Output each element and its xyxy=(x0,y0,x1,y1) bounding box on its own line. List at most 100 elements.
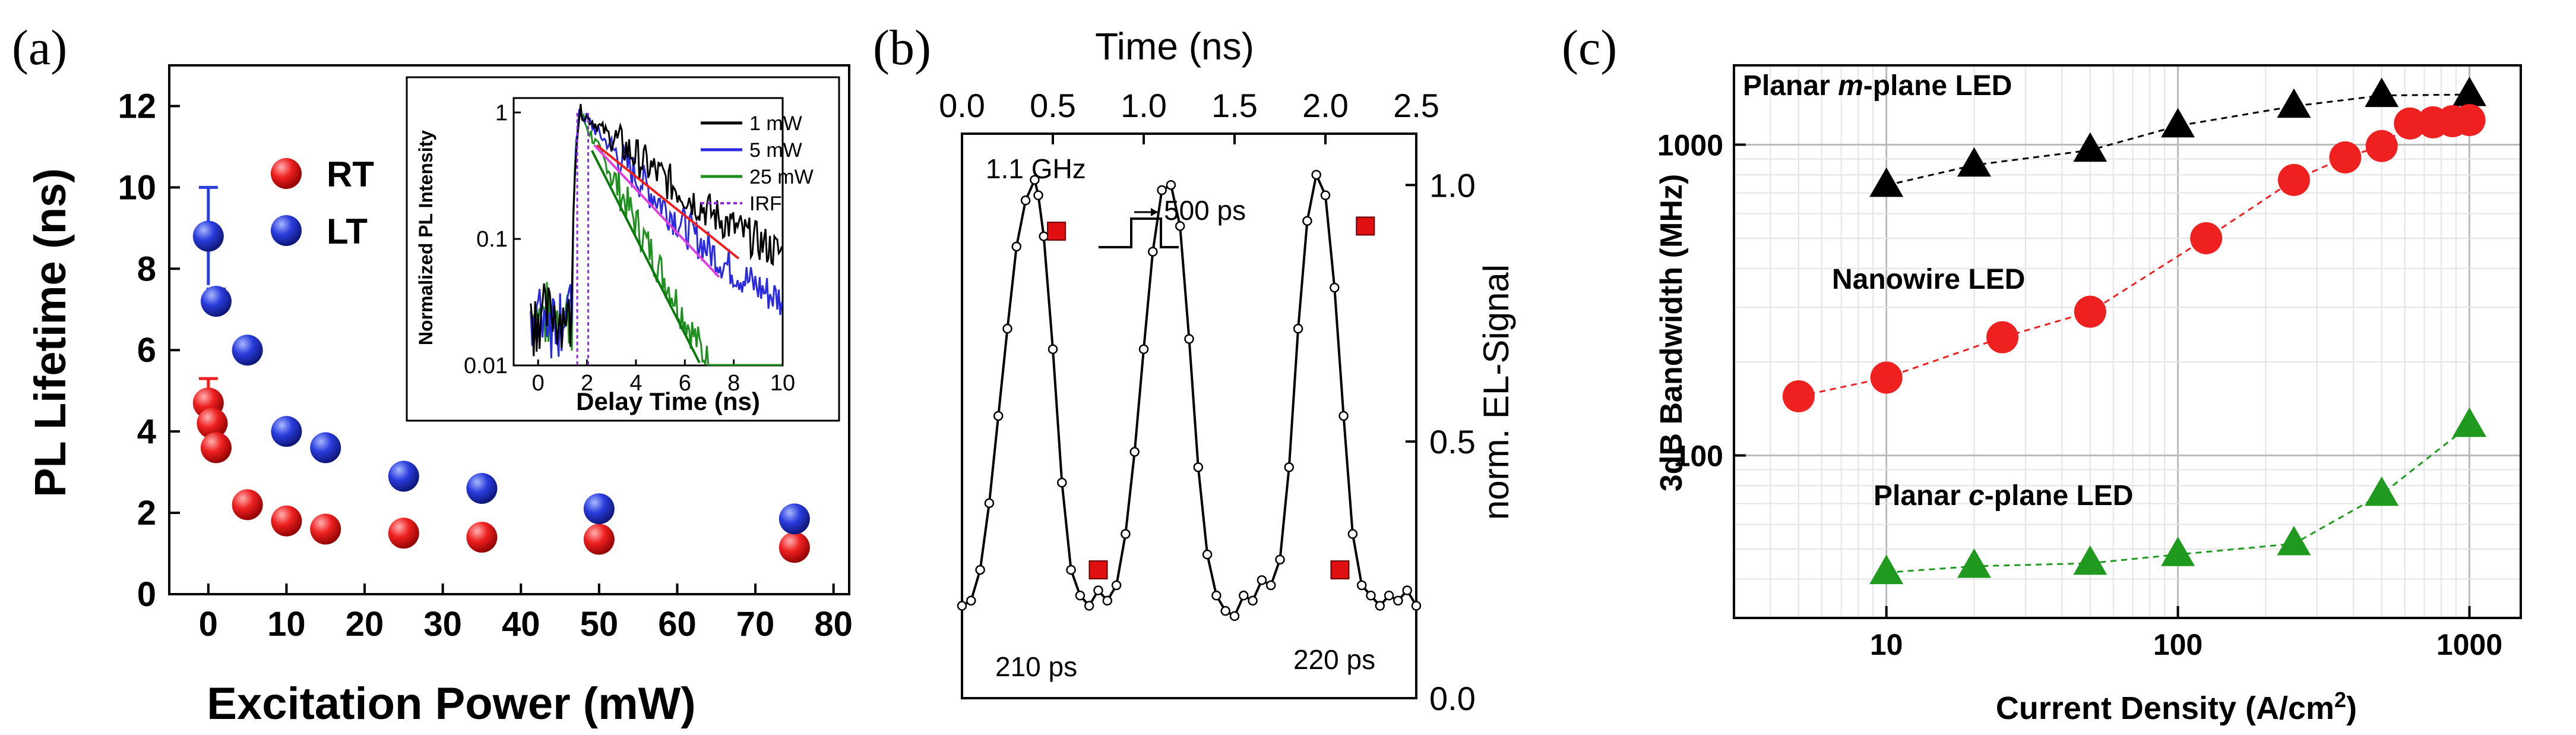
x-tick-label: 10 xyxy=(267,605,306,643)
inset-x-tick-label: 10 xyxy=(770,371,795,396)
el-signal-point xyxy=(1093,585,1103,595)
el-signal-point xyxy=(1030,175,1040,185)
el-signal-point xyxy=(1033,190,1043,200)
data-point-lt xyxy=(583,493,615,525)
data-point-triangle xyxy=(2073,132,2107,162)
panel-b-data xyxy=(957,169,1422,622)
inset-ylabel: Normalized PL Intensity xyxy=(415,130,436,345)
x-tick-label: 20 xyxy=(346,605,384,643)
y-tick-label: 0 xyxy=(137,575,156,614)
panel-a-ylabel: PL Lifetime (ns) xyxy=(26,168,75,497)
el-signal-point xyxy=(1020,195,1031,206)
data-point-triangle xyxy=(2452,77,2487,106)
el-signal-point xyxy=(1193,462,1204,472)
panel-c-frame xyxy=(1733,64,2522,619)
y-tick-label: 10 xyxy=(118,168,156,207)
inset-y-tick-label: 0.1 xyxy=(476,227,508,252)
el-signal-point xyxy=(1402,585,1412,595)
data-point-circle xyxy=(2190,222,2223,254)
el-signal-point xyxy=(1157,185,1167,195)
el-signal-point xyxy=(1375,601,1385,611)
freq-label: 1.1 GHz xyxy=(986,153,1086,184)
el-signal-point xyxy=(1411,601,1422,611)
data-point-lt xyxy=(310,432,341,463)
el-signal-point xyxy=(1202,549,1213,560)
el-signal-point xyxy=(1311,169,1321,180)
inset-x-tick-label: 2 xyxy=(581,371,593,396)
inset-x-tick-label: 8 xyxy=(727,371,740,396)
el-signal-point xyxy=(1129,447,1140,457)
el-signal-point xyxy=(957,601,967,611)
el-signal-point xyxy=(1248,595,1258,606)
data-point-rt xyxy=(466,522,498,553)
legend-lt-label: LT xyxy=(327,212,368,251)
rise-fall-marker xyxy=(1088,560,1108,580)
inset-axes: 0 2 4 6 8 10 0.01 0.1 1 xyxy=(464,97,795,396)
data-point-triangle xyxy=(2452,407,2487,437)
inset-fit-green xyxy=(590,150,701,364)
data-point-lt xyxy=(232,335,263,366)
series-label-c-plane: Planar c-plane LED xyxy=(1874,480,2133,512)
el-signal-point xyxy=(1057,478,1067,488)
y-tick-label: 0.5 xyxy=(1429,423,1476,460)
data-point-triangle xyxy=(1957,548,1991,578)
el-signal-point xyxy=(993,411,1004,421)
data-point-lt xyxy=(388,460,419,492)
el-signal-point xyxy=(984,498,995,509)
el-signal-point xyxy=(1366,591,1376,601)
el-signal-point xyxy=(1011,241,1022,252)
el-signal-point xyxy=(1002,323,1012,334)
data-point-circle xyxy=(1782,380,1815,412)
data-point-rt xyxy=(779,532,810,563)
rise-fall-marker xyxy=(1356,216,1375,236)
el-signal-point xyxy=(1293,323,1303,334)
panel-c-ylabel: 3dB Bandwidth (MHz) xyxy=(1654,174,1689,491)
el-signal-point xyxy=(1239,591,1249,601)
panel-a-legend: RT LT xyxy=(271,154,374,251)
data-point-triangle xyxy=(2277,526,2311,556)
panel-a-inset: 0 2 4 6 8 10 0.01 0.1 1 Delay Time (ns) Normaliz… xyxy=(406,76,840,422)
panel-b-label: (b) xyxy=(873,20,931,75)
x-tick-label: 1000 xyxy=(2436,628,2502,661)
y-tick-label: 0.0 xyxy=(1429,680,1476,717)
y-tick-label: 1000 xyxy=(1657,129,1723,162)
data-point-lt xyxy=(200,286,232,317)
y-tick-label: 100 xyxy=(1674,440,1723,473)
pulse-width-label: 500 ps xyxy=(1164,195,1246,226)
panel-a-label: (a) xyxy=(12,20,67,75)
rise-fall-marker xyxy=(1330,560,1350,580)
panel-b-axes: 0.0 0.5 1.0 1.5 2.0 2.5 0.0 0.5 1.0 xyxy=(939,87,1476,717)
el-signal-point xyxy=(1220,605,1230,616)
y-tick-label: 4 xyxy=(137,412,156,451)
el-signal-point xyxy=(1111,580,1122,591)
legend-rt-label: RT xyxy=(327,154,374,194)
x-tick-label: 50 xyxy=(580,605,619,643)
data-point-lt xyxy=(192,220,224,252)
x-tick-label: 2.5 xyxy=(1393,87,1439,124)
el-signal-point xyxy=(966,595,976,606)
x-tick-label: 0.5 xyxy=(1030,87,1076,124)
el-signal-point xyxy=(1284,462,1295,472)
el-signal-point xyxy=(1320,190,1331,200)
el-signal-point xyxy=(1338,411,1349,421)
data-point-rt xyxy=(197,408,228,439)
y-tick-label: 2 xyxy=(137,494,156,532)
panel-a-frame xyxy=(168,64,850,595)
inset-legend-1mw: 1 mW xyxy=(749,112,802,135)
el-signal-point xyxy=(1075,591,1086,601)
inset-legend-irf: IRF xyxy=(749,193,782,215)
x-tick-label: 10 xyxy=(1870,628,1903,661)
data-point-rt xyxy=(310,513,341,545)
data-point-triangle xyxy=(2161,108,2195,138)
inset-x-tick-label: 4 xyxy=(629,371,642,396)
data-point-triangle xyxy=(1869,167,1904,197)
el-signal-point xyxy=(1175,221,1185,231)
data-point-circle xyxy=(2453,104,2486,137)
el-signal-point xyxy=(1347,529,1358,539)
el-signal-point xyxy=(1148,247,1158,257)
data-point-rt xyxy=(388,518,419,549)
el-signal-point xyxy=(1184,334,1194,344)
data-point-triangle xyxy=(2277,88,2311,118)
